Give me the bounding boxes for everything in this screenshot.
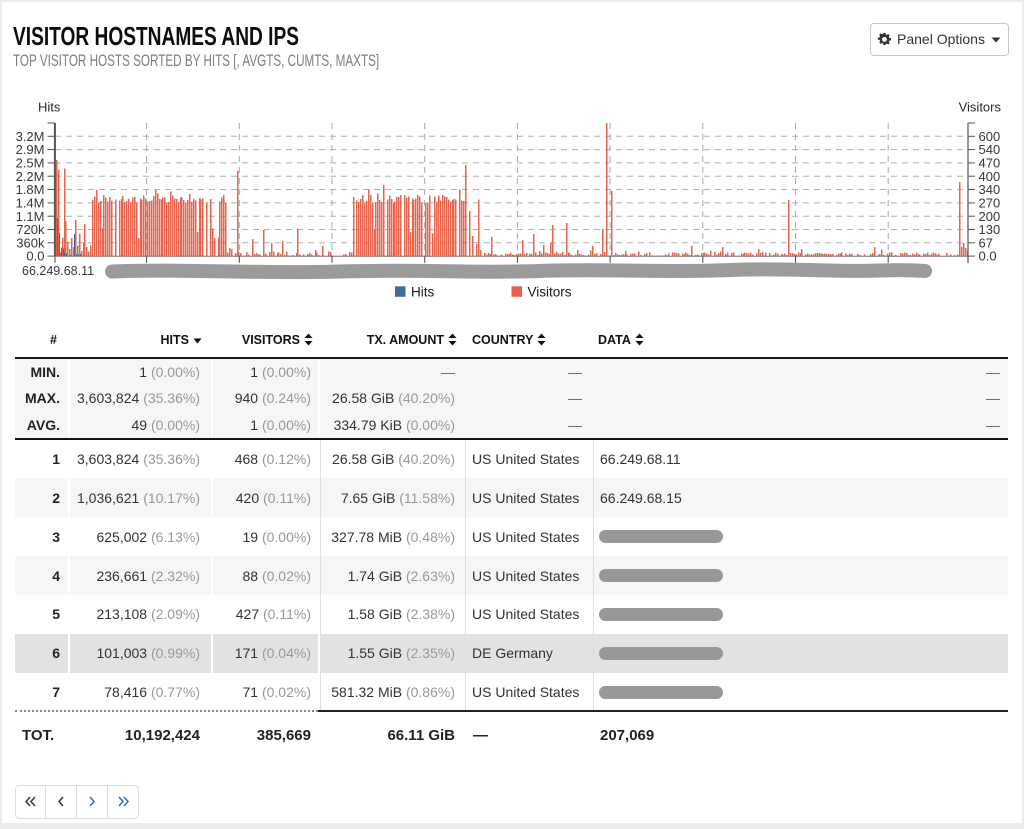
svg-text:600: 600: [979, 129, 1001, 144]
svg-text:0.0: 0.0: [26, 249, 44, 264]
svg-text:2.9M: 2.9M: [16, 142, 45, 157]
svg-text:66.249.68.11: 66.249.68.11: [22, 264, 94, 278]
svg-text:Visitors: Visitors: [959, 100, 1002, 115]
svg-text:470: 470: [979, 156, 1001, 171]
svg-text:1.4M: 1.4M: [16, 196, 45, 211]
svg-text:2.5M: 2.5M: [16, 156, 45, 171]
svg-text:400: 400: [979, 169, 1001, 184]
svg-text:67: 67: [979, 235, 993, 250]
svg-text:340: 340: [979, 182, 1001, 197]
svg-text:360k: 360k: [16, 235, 45, 250]
svg-text:0.0: 0.0: [979, 249, 997, 264]
svg-text:3.2M: 3.2M: [16, 129, 45, 144]
svg-text:1.1M: 1.1M: [16, 209, 45, 224]
svg-text:2.2M: 2.2M: [16, 169, 45, 184]
svg-text:1.8M: 1.8M: [16, 182, 45, 197]
svg-text:Hits: Hits: [38, 100, 61, 115]
svg-text:270: 270: [979, 196, 1001, 211]
svg-text:Hits: Hits: [411, 285, 434, 300]
svg-text:Visitors: Visitors: [528, 285, 572, 300]
svg-text:540: 540: [979, 142, 1001, 157]
svg-text:200: 200: [979, 209, 1001, 224]
svg-text:720k: 720k: [16, 222, 45, 237]
svg-text:130: 130: [979, 222, 1001, 237]
